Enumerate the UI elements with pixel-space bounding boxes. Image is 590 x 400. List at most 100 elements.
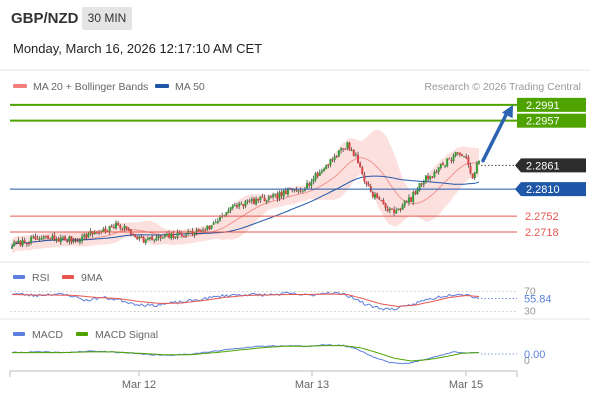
candle-body: [117, 222, 120, 226]
candle: [308, 181, 311, 189]
candle-body: [51, 236, 54, 239]
candle: [83, 232, 86, 240]
candle-body: [278, 192, 281, 199]
candle: [51, 233, 54, 240]
candle: [335, 154, 338, 159]
candle: [32, 234, 35, 239]
symbol-title: GBP/NZD: [11, 10, 79, 27]
candle-body: [68, 236, 71, 242]
candle: [458, 152, 461, 157]
candle: [299, 187, 302, 193]
candle-body: [227, 210, 230, 213]
candle: [11, 243, 13, 249]
candle-body: [163, 235, 166, 238]
legend-rsi-ma-label: 9MA: [81, 272, 103, 284]
candle-body: [380, 200, 383, 202]
candle-body: [314, 173, 317, 180]
candle-body: [61, 237, 64, 239]
candle: [401, 203, 404, 211]
x-tick-label: Mar 13: [295, 379, 329, 391]
candle-body: [399, 208, 402, 210]
candle: [199, 229, 202, 232]
rsi-legend: RSI 9MA: [13, 272, 103, 284]
candle: [25, 242, 28, 247]
forecast-arrow-shaft: [481, 111, 509, 163]
candle-body: [123, 225, 126, 229]
candle: [327, 164, 330, 169]
candle: [312, 175, 315, 185]
candle-body: [127, 228, 130, 231]
candle: [467, 155, 470, 168]
ma20-line: [11, 157, 480, 248]
candle: [346, 141, 349, 151]
support-label: 2.2752: [525, 211, 559, 223]
candle: [157, 233, 160, 241]
candle: [365, 181, 368, 187]
timeframe-button[interactable]: 30 MIN: [82, 7, 132, 30]
candle-body: [354, 154, 357, 156]
legend-rsi-ma-swatch: [62, 275, 74, 279]
candle: [19, 240, 22, 247]
candle-body: [418, 183, 421, 191]
candle-body: [136, 236, 139, 240]
candle: [337, 150, 340, 158]
candle-body: [219, 216, 222, 221]
candle-body: [463, 156, 466, 158]
candle-body: [182, 236, 185, 238]
candle: [465, 153, 468, 160]
candle-body: [371, 192, 374, 197]
candle: [282, 189, 285, 200]
candle-body: [140, 236, 143, 238]
candle: [280, 190, 283, 199]
candle-body: [327, 164, 330, 166]
candle-body: [435, 171, 438, 173]
candle: [87, 232, 90, 238]
candle: [342, 148, 345, 152]
macd-last-value: 0.00: [524, 349, 545, 361]
candle-body: [388, 208, 391, 211]
candle: [119, 223, 122, 231]
candle-body: [57, 238, 60, 242]
candle: [306, 179, 309, 189]
candle: [293, 189, 296, 193]
candle-body: [410, 197, 413, 202]
candle-body: [148, 237, 151, 239]
candle-body: [382, 200, 385, 205]
candle: [159, 235, 162, 242]
candle-body: [142, 236, 145, 243]
candle: [144, 238, 147, 245]
candle-body: [272, 194, 275, 198]
candle-body: [47, 235, 50, 239]
candle-body: [233, 204, 236, 206]
candle-body: [405, 201, 408, 203]
candle: [318, 169, 321, 176]
candle: [182, 235, 185, 238]
candle: [323, 167, 326, 173]
x-tick-label: Mar 15: [449, 379, 483, 391]
candle-body: [291, 189, 294, 191]
candle-body: [386, 208, 389, 212]
candle: [412, 190, 415, 206]
candle-body: [193, 231, 196, 235]
candle-body: [176, 231, 179, 237]
candle-body: [11, 246, 13, 249]
candle: [475, 160, 478, 175]
legend-ma20-swatch: [13, 84, 27, 88]
candle-body: [225, 212, 228, 216]
rsi-line: [11, 291, 480, 311]
candle: [212, 220, 215, 225]
candle-body: [350, 150, 353, 152]
last-price-label: 2.2861: [515, 158, 586, 173]
candle-body: [157, 236, 160, 238]
candle: [393, 206, 396, 217]
candle-body: [23, 240, 26, 243]
candle-body: [244, 201, 247, 206]
candle: [57, 236, 60, 242]
candle: [210, 225, 213, 230]
candle: [78, 237, 81, 245]
pivot-label-text: 2.2810: [526, 184, 560, 196]
candle-body: [444, 165, 447, 167]
candle-body: [420, 183, 423, 185]
